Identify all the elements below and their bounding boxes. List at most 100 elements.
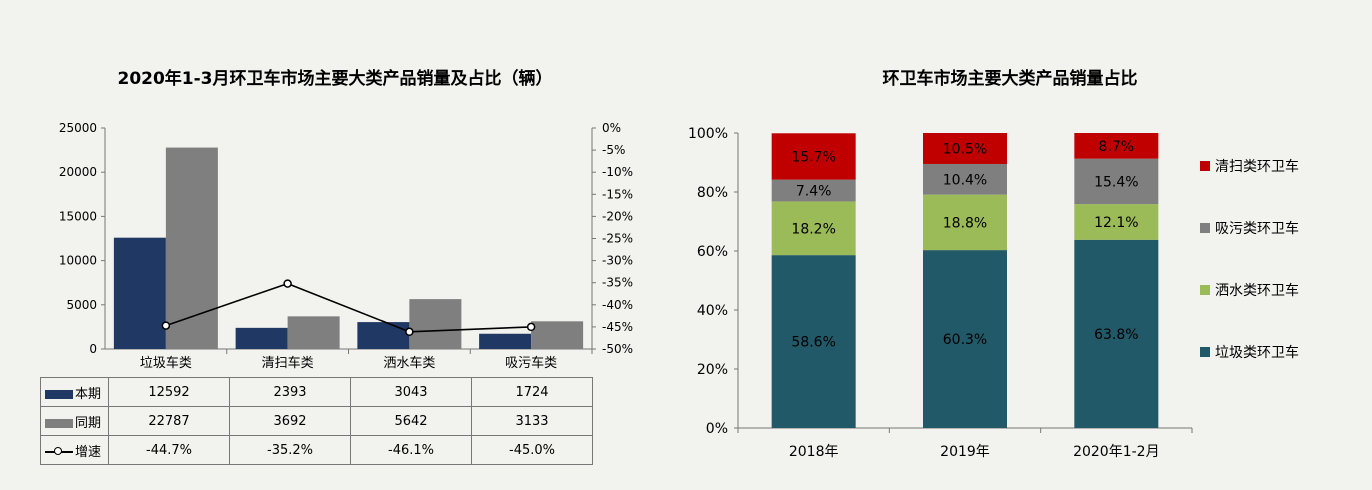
growth-point — [526, 322, 536, 332]
bar-prior — [531, 321, 584, 349]
y-tick-label: 20% — [697, 362, 728, 378]
right-tick-label: -30% — [602, 254, 633, 268]
segment-data-label: 63.8% — [1094, 327, 1138, 343]
bar-prior — [409, 299, 462, 349]
x-category-label: 2020年1-2月 — [1073, 444, 1160, 460]
table-cell: 12592 — [108, 377, 230, 407]
table-cell: 22787 — [108, 406, 230, 436]
legend-label: 垃圾类环卫车 — [1215, 344, 1299, 361]
legend-label: 吸污类环卫车 — [1215, 220, 1299, 237]
table-cell: 3692 — [229, 406, 351, 436]
stack-segment — [1074, 239, 1159, 428]
table-row-label: 本期 — [40, 377, 109, 407]
table-cell: 2393 — [229, 377, 351, 407]
table-row: 同期 22787 3692 5642 3133 — [40, 406, 593, 436]
segment-data-label: 10.4% — [943, 172, 987, 188]
legend-label: 同期 — [75, 415, 102, 431]
segment-data-label: 60.3% — [943, 332, 987, 348]
growth-point — [405, 327, 414, 337]
x-category-label: 吸污车类 — [505, 355, 557, 371]
stack-segment — [771, 179, 856, 202]
bar-prior — [287, 316, 340, 349]
table-cell: 3133 — [471, 406, 593, 436]
x-category-label: 清扫车类 — [262, 355, 314, 371]
right-tick-label: -50% — [602, 342, 633, 356]
right-tick-label: -5% — [602, 143, 625, 157]
bar-current — [479, 333, 532, 349]
x-category-label: 洒水车类 — [383, 355, 435, 371]
stack-segment — [771, 255, 856, 428]
x-category-label: 垃圾车类 — [140, 355, 192, 371]
table-cell: -35.2% — [229, 435, 351, 465]
legend-label: 洒水类环卫车 — [1215, 282, 1299, 299]
table-row: 增速 -44.7% -35.2% -46.1% -45.0% — [40, 435, 593, 465]
segment-data-label: 58.6% — [791, 335, 835, 351]
bar-current — [357, 322, 410, 349]
legend-swatch — [1200, 161, 1210, 171]
right-tick-label: -25% — [602, 232, 633, 246]
right-tick-label: -10% — [602, 165, 633, 179]
table-cell: 5642 — [350, 406, 472, 436]
table-row-label: 同期 — [40, 406, 109, 436]
legend-label: 增速 — [75, 444, 102, 460]
segment-data-label: 7.4% — [796, 184, 832, 200]
segment-data-label: 18.8% — [943, 215, 987, 231]
chart1-data-table: 本期 12592 2393 3043 1724 同期 22787 3692 5642 3133 增速… — [40, 377, 593, 465]
y-tick-label: 80% — [697, 185, 728, 201]
stack-segment — [923, 163, 1007, 195]
legend-label: 本期 — [75, 386, 102, 402]
segment-data-label: 18.2% — [791, 221, 835, 237]
segment-data-label: 12.1% — [1094, 215, 1138, 231]
left-tick-label: 15000 — [59, 209, 97, 223]
chart1-title: 2020年1-3月环卫车市场主要大类产品销量及占比（辆） — [117, 69, 553, 89]
y-tick-label: 100% — [688, 126, 728, 142]
x-category-label: 2018年 — [789, 444, 839, 460]
right-tick-label: -40% — [602, 298, 633, 312]
bar-current — [235, 327, 288, 349]
left-tick-label: 25000 — [59, 121, 97, 135]
legend-label: 清扫类环卫车 — [1215, 158, 1299, 175]
segment-data-label: 8.7% — [1099, 139, 1135, 155]
y-tick-label: 40% — [697, 303, 728, 319]
bar-current — [113, 237, 166, 349]
left-tick-label: 10000 — [59, 254, 97, 268]
table-cell: -46.1% — [350, 435, 472, 465]
x-category-label: 2019年 — [940, 444, 990, 460]
segment-data-label: 15.7% — [791, 149, 835, 165]
legend-swatch — [45, 389, 73, 399]
table-cell: -45.0% — [471, 435, 593, 465]
chart2-plot: 0% 20% 40% 60% 80% 100% 58.6% 18.2% 7.4% 15.7% 201… — [688, 126, 1299, 460]
growth-point — [283, 279, 292, 288]
stack-segment — [771, 201, 856, 256]
growth-point — [161, 321, 171, 330]
legend-swatch — [45, 418, 73, 428]
right-tick-label: -15% — [602, 187, 633, 201]
bar-prior — [165, 147, 218, 349]
y-tick-label: 60% — [697, 244, 728, 260]
table-row-label: 增速 — [40, 435, 109, 465]
stack-segment — [1074, 133, 1159, 159]
stack-segment — [1074, 158, 1159, 205]
right-tick-label: 0% — [602, 121, 621, 135]
left-tick-label: 0 — [89, 342, 97, 356]
table-cell: 1724 — [471, 377, 593, 407]
segment-data-label: 15.4% — [1094, 174, 1138, 190]
stack-segment — [923, 250, 1007, 428]
chart2-title: 环卫车市场主要大类产品销量占比 — [882, 69, 1138, 89]
right-tick-label: -35% — [602, 276, 633, 290]
stack-segment — [923, 133, 1007, 164]
chart1-plot: 0 5000 10000 15000 20000 25000 0% -5% -10% -15% -2… — [59, 121, 633, 371]
left-tick-label: 20000 — [59, 165, 97, 179]
legend-swatch — [1200, 223, 1210, 233]
y-tick-label: 0% — [706, 421, 728, 437]
table-cell: -44.7% — [108, 435, 230, 465]
right-tick-label: -20% — [602, 209, 633, 223]
legend-swatch — [1200, 347, 1210, 357]
stack-segment — [1074, 204, 1159, 240]
table-row: 本期 12592 2393 3043 1724 — [40, 377, 593, 407]
stack-segment — [771, 133, 856, 180]
legend-line-swatch — [45, 446, 73, 458]
left-tick-label: 5000 — [66, 298, 97, 312]
growth-line — [165, 282, 532, 333]
table-cell: 3043 — [350, 377, 472, 407]
